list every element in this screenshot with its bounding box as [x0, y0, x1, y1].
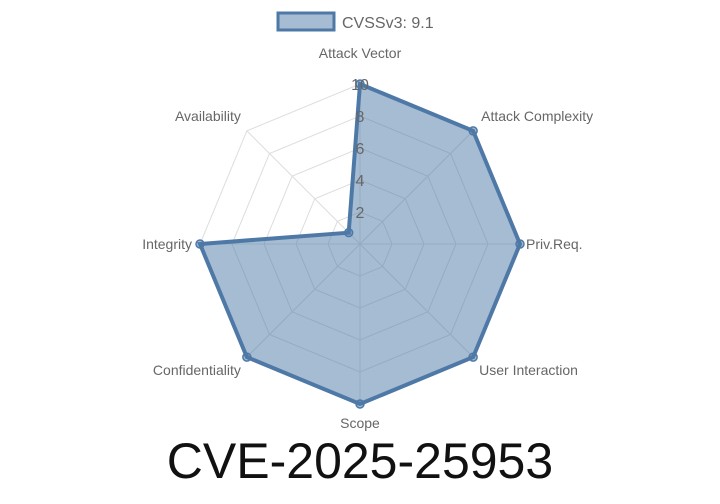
data-point — [515, 239, 525, 249]
data-point — [355, 79, 365, 89]
data-point — [355, 399, 365, 409]
tick-label: 4 — [356, 173, 365, 190]
legend-swatch — [276, 11, 336, 32]
tick-label: 6 — [356, 141, 365, 158]
axis-label: Scope — [340, 415, 380, 431]
axis-label: Priv.Req. — [526, 236, 583, 252]
data-point — [468, 352, 478, 362]
axis-label: Attack Complexity — [481, 108, 593, 124]
data-point — [343, 227, 354, 238]
axis-label: User Interaction — [479, 362, 578, 378]
data-point — [242, 352, 252, 362]
tick-label: 8 — [356, 109, 365, 126]
axis-label: Availability — [175, 108, 241, 124]
data-point — [468, 126, 478, 136]
axis-label: Integrity — [142, 236, 192, 252]
cve-title: CVE-2025-25953 — [166, 433, 554, 489]
tick-label: 10 — [351, 77, 369, 94]
grid-spoke — [246, 130, 361, 245]
axis-label: Attack Vector — [319, 45, 402, 61]
legend-label: CVSSv3: 9.1 — [342, 15, 434, 32]
axis-label: Confidentiality — [153, 362, 241, 378]
data-point — [195, 239, 205, 249]
tick-label: 2 — [356, 205, 365, 222]
